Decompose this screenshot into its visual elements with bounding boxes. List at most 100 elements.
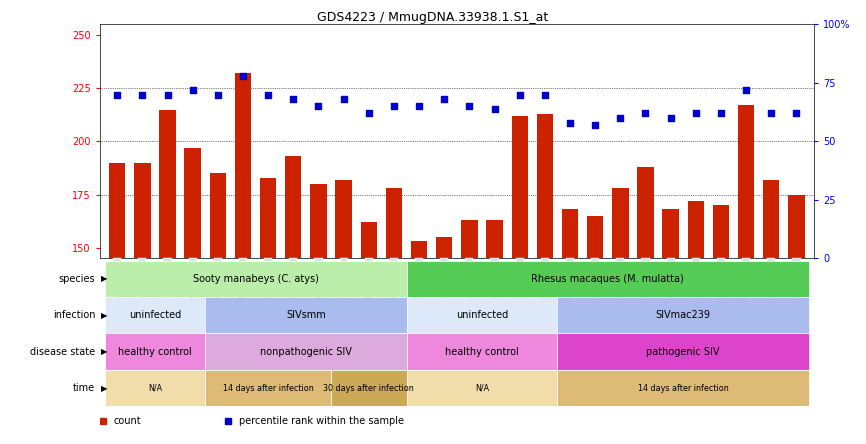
Point <box>790 110 804 117</box>
Bar <box>105 370 205 406</box>
Text: GSM440078: GSM440078 <box>643 259 649 304</box>
Text: GSM440081: GSM440081 <box>718 259 724 304</box>
Text: GSM440068: GSM440068 <box>391 259 397 304</box>
Bar <box>462 220 477 258</box>
Point <box>765 110 779 117</box>
Bar <box>310 184 326 258</box>
Bar <box>235 73 251 258</box>
Point <box>312 103 326 110</box>
Text: GSM440072: GSM440072 <box>492 259 498 304</box>
Text: GSM440064: GSM440064 <box>290 259 296 304</box>
Text: N/A: N/A <box>148 384 162 392</box>
Text: GSM440077: GSM440077 <box>617 259 624 304</box>
Bar <box>406 297 558 333</box>
Text: 14 days after infection: 14 days after infection <box>638 384 728 392</box>
Point <box>588 122 602 129</box>
Bar <box>562 210 578 258</box>
Text: nonpathogenic SIV: nonpathogenic SIV <box>260 347 352 357</box>
Bar <box>360 222 377 258</box>
Point <box>437 96 451 103</box>
Point <box>211 91 225 98</box>
Text: ▶: ▶ <box>101 384 108 392</box>
Point <box>337 96 351 103</box>
Bar <box>637 167 654 258</box>
Point <box>387 103 401 110</box>
Text: GSM440057: GSM440057 <box>114 259 120 304</box>
Point <box>638 110 652 117</box>
Point <box>488 105 501 112</box>
Text: count: count <box>114 416 141 426</box>
Bar <box>406 370 558 406</box>
Bar <box>713 205 729 258</box>
Bar <box>410 242 427 258</box>
Bar <box>285 156 301 258</box>
Point <box>462 103 476 110</box>
Text: ▶: ▶ <box>101 311 108 320</box>
Text: infection: infection <box>53 310 95 320</box>
Text: GSM440063: GSM440063 <box>265 259 271 304</box>
Bar <box>738 105 754 258</box>
Text: SIVmac239: SIVmac239 <box>656 310 711 320</box>
Text: GSM440071: GSM440071 <box>467 259 472 304</box>
Text: GSM440058: GSM440058 <box>139 259 145 304</box>
Bar <box>205 370 331 406</box>
Text: GSM440074: GSM440074 <box>542 259 548 304</box>
Bar <box>612 188 629 258</box>
Text: GSM440073: GSM440073 <box>517 259 523 304</box>
Bar <box>487 220 503 258</box>
Point <box>740 87 753 94</box>
Point <box>185 87 199 94</box>
Text: GSM440066: GSM440066 <box>340 259 346 304</box>
Bar <box>335 180 352 258</box>
Text: GSM440075: GSM440075 <box>567 259 573 304</box>
Bar <box>109 163 126 258</box>
Bar <box>763 180 779 258</box>
Bar <box>662 210 679 258</box>
Text: healthy control: healthy control <box>118 347 191 357</box>
Text: GSM440083: GSM440083 <box>768 259 774 304</box>
Text: species: species <box>59 274 95 284</box>
Text: GSM440070: GSM440070 <box>442 259 447 304</box>
Bar <box>331 370 406 406</box>
Text: GSM440067: GSM440067 <box>365 259 372 304</box>
Text: pathogenic SIV: pathogenic SIV <box>647 347 720 357</box>
Point <box>110 91 124 98</box>
Bar <box>688 201 704 258</box>
Text: disease state: disease state <box>30 347 95 357</box>
Text: GSM440069: GSM440069 <box>416 259 422 304</box>
Text: uninfected: uninfected <box>129 310 181 320</box>
Text: GDS4223 / MmugDNA.33938.1.S1_at: GDS4223 / MmugDNA.33938.1.S1_at <box>317 11 549 24</box>
Point <box>160 91 174 98</box>
Text: GSM440060: GSM440060 <box>190 259 196 304</box>
Bar <box>134 163 151 258</box>
Text: healthy control: healthy control <box>445 347 519 357</box>
Text: 14 days after infection: 14 days after infection <box>223 384 313 392</box>
Text: ▶: ▶ <box>101 347 108 356</box>
Bar <box>788 194 805 258</box>
Point <box>362 110 376 117</box>
Text: percentile rank within the sample: percentile rank within the sample <box>239 416 404 426</box>
Bar <box>205 297 406 333</box>
Text: GSM440061: GSM440061 <box>215 259 221 304</box>
Text: Rhesus macaques (M. mulatta): Rhesus macaques (M. mulatta) <box>532 274 684 284</box>
Text: ▶: ▶ <box>101 274 108 283</box>
Bar <box>558 370 809 406</box>
Point <box>538 91 552 98</box>
Bar <box>558 333 809 370</box>
Bar <box>105 333 205 370</box>
Point <box>714 110 728 117</box>
Bar <box>537 114 553 258</box>
Text: SIVsmm: SIVsmm <box>286 310 326 320</box>
Bar <box>205 333 406 370</box>
Bar <box>512 116 528 258</box>
Bar <box>385 188 402 258</box>
Point <box>262 91 275 98</box>
Text: GSM440079: GSM440079 <box>668 259 674 304</box>
Text: GSM440084: GSM440084 <box>793 259 799 304</box>
Text: 30 days after infection: 30 days after infection <box>323 384 414 392</box>
Point <box>563 119 577 126</box>
Bar <box>184 148 201 258</box>
Bar <box>105 261 406 297</box>
Bar <box>406 333 558 370</box>
Point <box>412 103 426 110</box>
